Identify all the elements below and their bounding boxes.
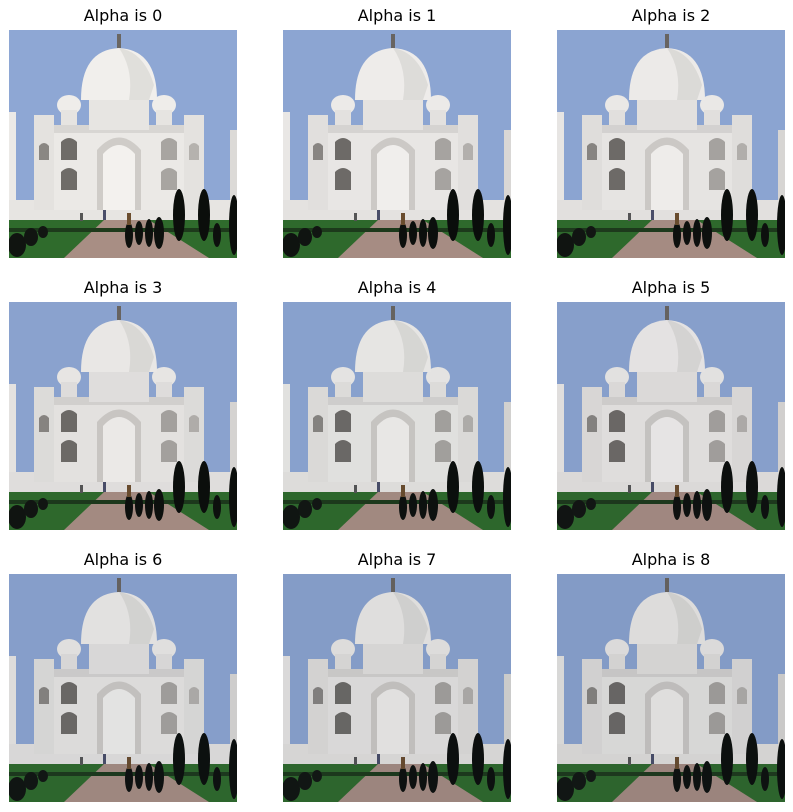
panel-title: Alpha is 2 [631, 6, 711, 25]
taj-mahal-photo [9, 30, 237, 258]
taj-mahal-photo [557, 302, 785, 530]
taj-mahal-photo [283, 302, 511, 530]
taj-mahal-photo [9, 574, 237, 802]
panel-title: Alpha is 3 [83, 278, 163, 297]
panel-title: Alpha is 5 [631, 278, 711, 297]
panel-title: Alpha is 7 [357, 550, 437, 569]
panel-title: Alpha is 1 [357, 6, 437, 25]
taj-mahal-photo [557, 574, 785, 802]
panel-title: Alpha is 6 [83, 550, 163, 569]
taj-mahal-photo [9, 302, 237, 530]
panel-title: Alpha is 8 [631, 550, 711, 569]
panel-title: Alpha is 4 [357, 278, 437, 297]
taj-mahal-photo [283, 30, 511, 258]
taj-mahal-photo [557, 30, 785, 258]
panel-title: Alpha is 0 [83, 6, 163, 25]
taj-mahal-photo [283, 574, 511, 802]
